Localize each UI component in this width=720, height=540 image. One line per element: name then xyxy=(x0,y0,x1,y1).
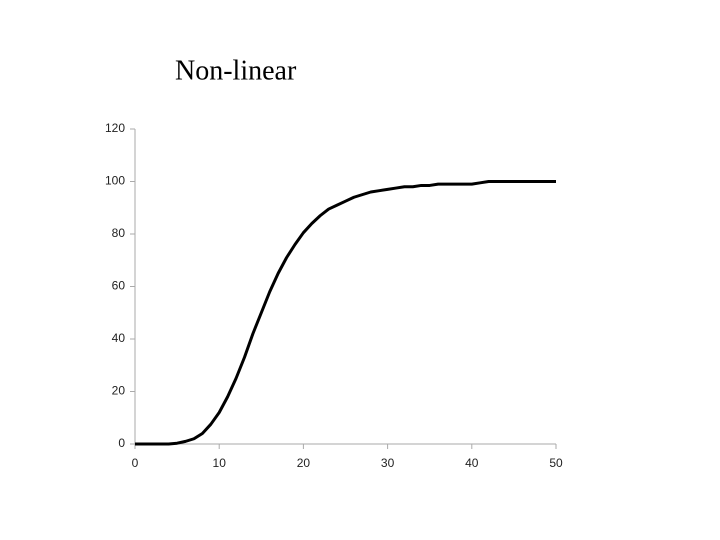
chart-title: Non-linear xyxy=(175,55,297,86)
y-tick-label: 0 xyxy=(118,436,125,450)
y-tick-label: 20 xyxy=(112,384,126,398)
x-tick-label: 20 xyxy=(297,456,311,470)
x-tick-label: 0 xyxy=(132,456,139,470)
x-tick-label: 10 xyxy=(213,456,227,470)
y-tick-label: 80 xyxy=(112,226,126,240)
y-tick-label: 120 xyxy=(105,121,125,135)
y-tick-label: 40 xyxy=(112,331,126,345)
y-tick-label: 60 xyxy=(112,279,126,293)
x-tick-label: 50 xyxy=(549,456,563,470)
line xyxy=(135,180,556,446)
x-tick-label: 40 xyxy=(465,456,479,470)
x-tick-label: 30 xyxy=(381,456,395,470)
y-tick-label: 100 xyxy=(105,174,125,188)
